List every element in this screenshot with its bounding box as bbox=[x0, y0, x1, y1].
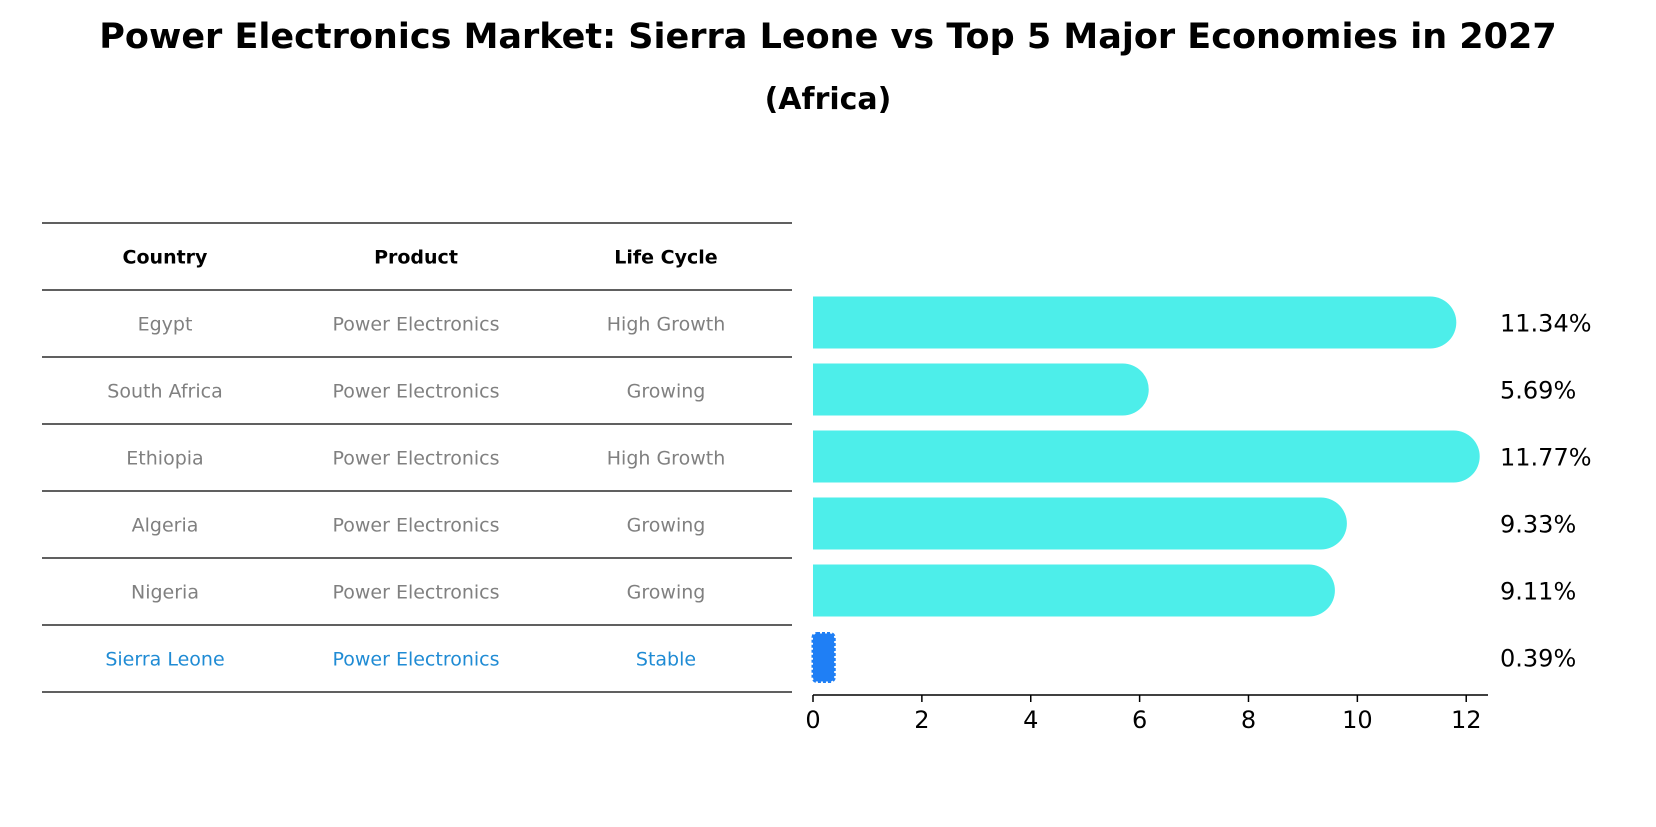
table-cell: Algeria bbox=[132, 515, 199, 537]
x-axis: 0 2 4 6 8 10 12 bbox=[805, 694, 1488, 734]
table-cell: Power Electronics bbox=[332, 515, 499, 537]
value-labels: 11.34% 5.69% 11.77% 9.33% 9.11% 0.39% bbox=[1500, 310, 1592, 673]
x-tick-label: 6 bbox=[1132, 706, 1147, 734]
table-cell: Power Electronics bbox=[332, 448, 499, 470]
table-cell: Power Electronics bbox=[332, 314, 499, 336]
table-cell: Nigeria bbox=[131, 582, 199, 604]
table-header-cell: Product bbox=[374, 247, 458, 269]
table-cell: Growing bbox=[627, 515, 706, 537]
bar-series bbox=[811, 296, 1480, 683]
bar bbox=[813, 363, 1149, 416]
x-tick-label: 10 bbox=[1342, 706, 1373, 734]
table-cell: Ethiopia bbox=[126, 448, 203, 470]
table-cell: Power Electronics bbox=[332, 649, 499, 671]
table-cell: Power Electronics bbox=[332, 582, 499, 604]
bar bbox=[813, 497, 1347, 550]
x-tick-label: 0 bbox=[805, 706, 820, 734]
table-cell: Growing bbox=[627, 381, 706, 403]
bar-value-label: 11.77% bbox=[1500, 444, 1592, 472]
data-table: Country Product Life Cycle Egypt Power Elect… bbox=[42, 222, 792, 693]
table-cell: Sierra Leone bbox=[105, 649, 224, 671]
bar-value-label: 0.39% bbox=[1500, 645, 1576, 673]
x-tick-label: 8 bbox=[1241, 706, 1256, 734]
chart-title: Power Electronics Market: Sierra Leone v… bbox=[99, 17, 1556, 57]
x-tick-label: 4 bbox=[1023, 706, 1038, 734]
bar-value-label: 9.11% bbox=[1500, 578, 1576, 606]
bar-value-label: 5.69% bbox=[1500, 377, 1576, 405]
table-cell: Egypt bbox=[138, 314, 193, 336]
bar bbox=[811, 632, 836, 683]
chart-subtitle: (Africa) bbox=[765, 82, 892, 117]
bar-value-label: 9.33% bbox=[1500, 511, 1576, 539]
table-header-cell: Life Cycle bbox=[614, 247, 717, 269]
bar-value-label: 11.34% bbox=[1500, 310, 1592, 338]
table-cell: High Growth bbox=[607, 448, 725, 470]
table-cell: South Africa bbox=[107, 381, 222, 403]
x-tick-label: 12 bbox=[1451, 706, 1482, 734]
bar bbox=[813, 430, 1480, 483]
bar bbox=[813, 564, 1335, 617]
x-tick-label: 2 bbox=[914, 706, 929, 734]
table-cell: Power Electronics bbox=[332, 381, 499, 403]
table-cell: Growing bbox=[627, 582, 706, 604]
bar bbox=[813, 296, 1457, 349]
table-header-cell: Country bbox=[123, 247, 209, 269]
table-cell: Stable bbox=[636, 649, 696, 671]
table-cell: High Growth bbox=[607, 314, 725, 336]
